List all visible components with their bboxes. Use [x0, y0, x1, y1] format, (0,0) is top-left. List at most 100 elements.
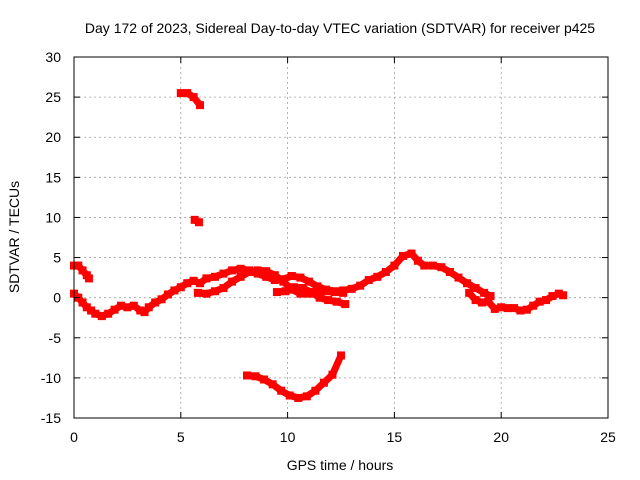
data-point [486, 292, 495, 301]
data-point [510, 304, 519, 313]
y-tick-label: 15 [45, 169, 61, 185]
data-point [183, 279, 192, 288]
data-point [193, 288, 202, 297]
data-point [548, 292, 557, 301]
data-point [129, 301, 138, 310]
data-point [189, 276, 198, 285]
data-point [97, 312, 106, 321]
data-point [398, 251, 407, 260]
data-point [279, 277, 288, 286]
data-point [503, 304, 512, 313]
data-point [277, 386, 286, 395]
data-point [477, 298, 486, 307]
data-point [390, 261, 399, 270]
data-point [176, 283, 185, 292]
data-point [330, 288, 339, 297]
data-point [210, 287, 219, 296]
data-point [210, 272, 219, 281]
data-point [559, 291, 568, 300]
data-point [251, 372, 260, 381]
x-tick-label: 25 [600, 429, 616, 445]
data-point [294, 393, 303, 402]
data-point [337, 351, 345, 360]
data-point [84, 274, 93, 283]
data-point [228, 266, 237, 275]
x-tick-label: 15 [387, 429, 403, 445]
data-point [445, 267, 454, 276]
data-point [176, 89, 185, 98]
data-point [324, 296, 333, 305]
y-tick-label: 25 [45, 89, 61, 105]
y-tick-label: -5 [49, 330, 62, 346]
data-point [454, 273, 463, 282]
data-point [110, 305, 119, 314]
axis-ticks [73, 56, 609, 419]
data-point [516, 306, 525, 315]
data-point [420, 261, 429, 270]
x-tick-label: 10 [280, 429, 296, 445]
data-point [542, 296, 551, 305]
y-tick-label: 20 [45, 129, 61, 145]
data-point [243, 371, 252, 380]
data-point [262, 267, 271, 276]
data-point [270, 276, 279, 285]
data-point [202, 274, 211, 283]
data-point [140, 308, 149, 317]
data-point [465, 288, 474, 297]
data-point [272, 288, 281, 297]
data-point [104, 309, 113, 318]
x-tick-label: 20 [493, 429, 509, 445]
y-tick-label: 5 [53, 250, 61, 266]
data-point [471, 284, 480, 293]
data-point [522, 305, 531, 314]
data-point [480, 288, 489, 297]
data-point [196, 279, 205, 288]
data-point [219, 269, 228, 278]
data-point [304, 277, 313, 286]
data-point [287, 272, 296, 281]
data-point [236, 272, 245, 281]
data-point [373, 272, 382, 281]
plot-frame [73, 56, 609, 419]
data-point [285, 391, 294, 400]
data-point [163, 290, 172, 299]
data-point [268, 380, 277, 389]
series-track-g [176, 89, 205, 110]
data-point [463, 279, 472, 288]
data-point [253, 266, 262, 275]
data-point [236, 264, 245, 273]
data-point [407, 249, 416, 258]
y-tick-label: -15 [41, 410, 61, 426]
data-point [529, 301, 538, 310]
y-tick-labels: -15 -10 -5 0 5 10 15 20 25 30 [41, 49, 61, 426]
y-tick-label: 30 [45, 49, 61, 65]
y-tick-label: 10 [45, 209, 61, 225]
data-point [190, 215, 199, 224]
gridlines [74, 57, 608, 418]
data-point [202, 289, 211, 298]
data-point [471, 296, 480, 305]
data-point [296, 289, 305, 298]
data-point [262, 272, 271, 281]
data-point [87, 306, 96, 315]
data-point [428, 261, 437, 270]
data-point [319, 378, 328, 387]
x-tick-label: 5 [177, 429, 185, 445]
data-point [332, 297, 341, 306]
data-point [183, 89, 192, 98]
series-track-a [70, 261, 93, 283]
data-point [490, 304, 499, 313]
data-point [381, 267, 390, 276]
data-point [82, 303, 91, 312]
x-tick-labels: 0 5 10 15 20 25 [70, 429, 616, 445]
data-point [91, 309, 100, 318]
series-track-i [243, 351, 345, 402]
y-tick-label: -10 [41, 370, 61, 386]
data-point [270, 271, 279, 280]
data-point [298, 284, 307, 293]
series-track-f [465, 288, 568, 315]
data-point [356, 281, 365, 290]
data-point [170, 286, 179, 295]
data-point [554, 289, 563, 298]
